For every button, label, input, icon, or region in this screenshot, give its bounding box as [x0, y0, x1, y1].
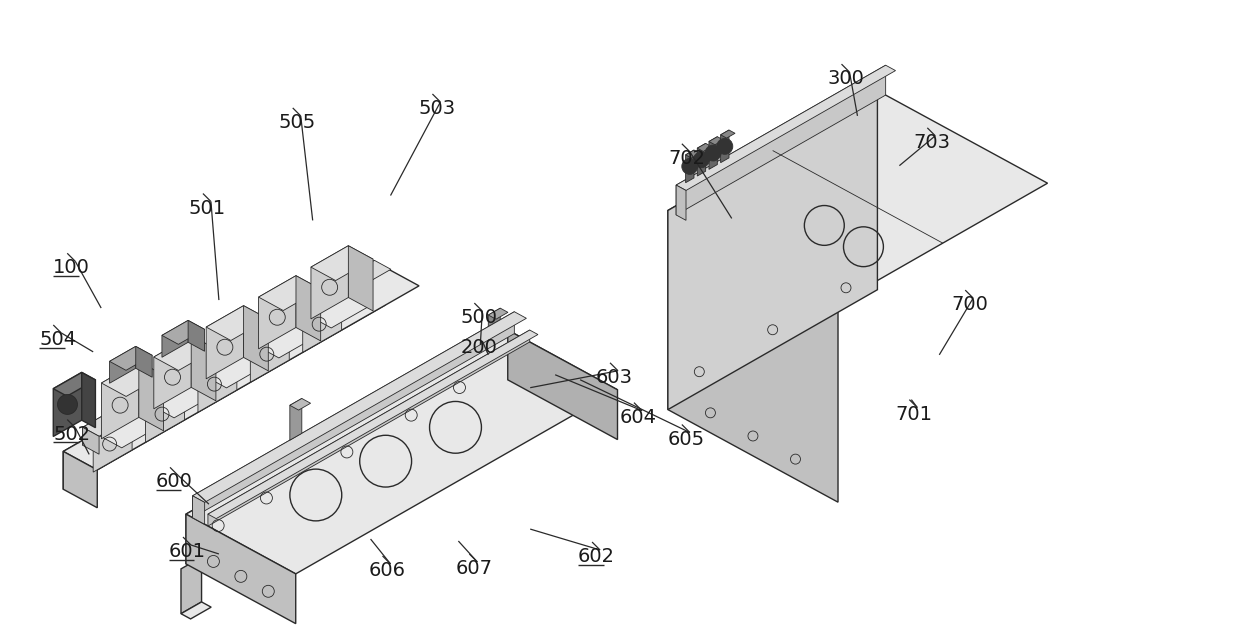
Polygon shape — [720, 130, 729, 163]
Polygon shape — [102, 361, 139, 439]
Polygon shape — [102, 361, 164, 396]
Polygon shape — [109, 346, 153, 370]
Polygon shape — [489, 308, 508, 319]
Circle shape — [57, 394, 77, 415]
Polygon shape — [139, 361, 164, 431]
Text: 100: 100 — [53, 258, 91, 277]
Polygon shape — [145, 380, 185, 442]
Polygon shape — [192, 312, 515, 518]
Text: 503: 503 — [418, 99, 455, 118]
Text: 300: 300 — [827, 69, 864, 88]
Polygon shape — [186, 330, 618, 574]
Polygon shape — [303, 290, 342, 352]
Text: 606: 606 — [368, 561, 405, 580]
Polygon shape — [83, 427, 99, 454]
Polygon shape — [686, 150, 694, 183]
Text: 200: 200 — [460, 338, 497, 357]
Polygon shape — [489, 308, 500, 345]
Polygon shape — [162, 321, 205, 344]
Polygon shape — [259, 276, 321, 311]
Polygon shape — [303, 290, 371, 328]
Polygon shape — [208, 330, 538, 519]
Polygon shape — [83, 260, 391, 436]
Polygon shape — [259, 276, 296, 349]
Text: 501: 501 — [188, 199, 226, 218]
Polygon shape — [697, 144, 712, 152]
Polygon shape — [198, 350, 265, 388]
Polygon shape — [135, 346, 153, 377]
Text: 603: 603 — [596, 368, 634, 387]
Text: 505: 505 — [279, 113, 316, 132]
Polygon shape — [63, 267, 386, 489]
Polygon shape — [83, 260, 374, 445]
Polygon shape — [697, 144, 706, 176]
Polygon shape — [188, 321, 205, 351]
Circle shape — [706, 145, 722, 161]
Polygon shape — [82, 372, 95, 428]
Text: 502: 502 — [53, 425, 91, 443]
Text: 504: 504 — [40, 330, 77, 349]
Polygon shape — [181, 602, 211, 619]
Polygon shape — [162, 321, 188, 358]
Polygon shape — [243, 305, 268, 371]
Polygon shape — [676, 65, 885, 215]
Polygon shape — [290, 399, 301, 440]
Polygon shape — [290, 399, 310, 410]
Polygon shape — [668, 91, 1048, 303]
Polygon shape — [709, 137, 717, 170]
Polygon shape — [296, 276, 321, 341]
Polygon shape — [709, 137, 723, 145]
Circle shape — [693, 152, 709, 168]
Polygon shape — [154, 336, 216, 370]
Polygon shape — [311, 246, 348, 319]
Polygon shape — [348, 246, 373, 311]
Polygon shape — [192, 312, 527, 502]
Polygon shape — [206, 305, 268, 340]
Polygon shape — [686, 150, 701, 158]
Polygon shape — [186, 514, 295, 624]
Text: 500: 500 — [460, 308, 497, 327]
Polygon shape — [250, 320, 289, 382]
Polygon shape — [192, 496, 205, 525]
Polygon shape — [109, 346, 135, 384]
Polygon shape — [53, 372, 82, 436]
Text: 701: 701 — [895, 404, 932, 424]
Text: 607: 607 — [455, 559, 492, 578]
Text: 602: 602 — [578, 547, 615, 566]
Polygon shape — [250, 320, 317, 358]
Polygon shape — [145, 380, 213, 418]
Text: 601: 601 — [169, 542, 206, 561]
Polygon shape — [720, 130, 735, 138]
Polygon shape — [668, 210, 838, 502]
Polygon shape — [311, 246, 373, 281]
Polygon shape — [507, 330, 618, 439]
Polygon shape — [154, 336, 191, 409]
Polygon shape — [208, 330, 529, 526]
Polygon shape — [186, 330, 507, 564]
Polygon shape — [676, 65, 895, 190]
Text: 703: 703 — [914, 133, 950, 152]
Polygon shape — [53, 372, 95, 396]
Polygon shape — [63, 451, 97, 508]
Polygon shape — [676, 185, 686, 220]
Polygon shape — [668, 91, 878, 410]
Text: 604: 604 — [620, 408, 657, 427]
Circle shape — [682, 158, 698, 175]
Polygon shape — [63, 267, 419, 470]
Polygon shape — [93, 410, 161, 448]
Text: 702: 702 — [668, 149, 704, 168]
Polygon shape — [191, 336, 216, 401]
Polygon shape — [198, 350, 237, 412]
Circle shape — [717, 138, 733, 154]
Text: 700: 700 — [951, 295, 988, 314]
Polygon shape — [93, 410, 133, 472]
Text: 600: 600 — [156, 472, 193, 491]
Polygon shape — [181, 557, 202, 613]
Polygon shape — [206, 305, 243, 379]
Text: 605: 605 — [668, 429, 706, 448]
